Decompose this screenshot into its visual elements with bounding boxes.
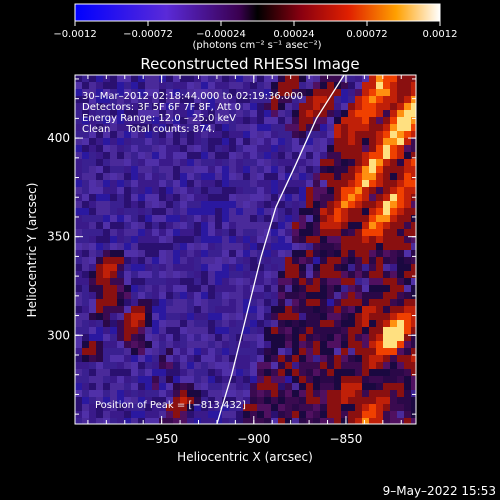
colorbar-tick-label: −0.00072 <box>123 29 173 40</box>
y-tick-label: 300 <box>47 328 70 342</box>
y-axis-label: Heliocentric Y (arcsec) <box>25 183 39 318</box>
x-tick-label: −950 <box>145 432 178 446</box>
x-tick-label: −850 <box>329 432 362 446</box>
colorbar-tick-label: −0.0012 <box>53 29 96 40</box>
colorbar-tick-label: 0.00024 <box>273 29 314 40</box>
timestamp: 9–May–2022 15:53 <box>383 484 496 498</box>
y-tick-label: 350 <box>47 230 70 244</box>
colorbar-ticks: −0.0012 −0.00072 −0.00024 0.00024 0.00072 0.0… <box>53 21 458 40</box>
y-tick-label: 400 <box>47 131 70 145</box>
peak-position-label: Position of Peak = [−813,432] <box>95 400 246 411</box>
axis-ticks: −950 −900 −850 300 350 400 <box>47 75 416 446</box>
chart-title: Reconstructed RHESSI Image <box>140 55 359 73</box>
x-axis-label: Heliocentric X (arcsec) <box>177 450 313 464</box>
colorbar-tick-label: 0.0012 <box>423 29 458 40</box>
info-line-time: 30–Mar–2012 02:18:44.000 to 02:19:36.000 <box>82 91 303 102</box>
colorbar <box>74 3 441 22</box>
info-line-energy: Energy Range: 12.0 – 25.0 keV <box>82 113 236 124</box>
solar-limb-curve <box>216 75 345 424</box>
colorbar-units: (photons cm⁻² s⁻¹ asec⁻²) <box>192 40 321 51</box>
x-tick-label: −900 <box>237 432 270 446</box>
info-line-detectors: Detectors: 3F 5F 6F 7F 8F, Att 0 <box>82 102 241 113</box>
info-line-counts: Clean Total counts: 874. <box>82 124 215 135</box>
plot-frame <box>74 74 417 425</box>
colorbar-tick-label: 0.00072 <box>346 29 387 40</box>
observation-info: 30–Mar–2012 02:18:44.000 to 02:19:36.000… <box>82 91 303 135</box>
heatmap-image <box>75 75 416 424</box>
colorbar-tick-label: −0.00024 <box>196 29 246 40</box>
